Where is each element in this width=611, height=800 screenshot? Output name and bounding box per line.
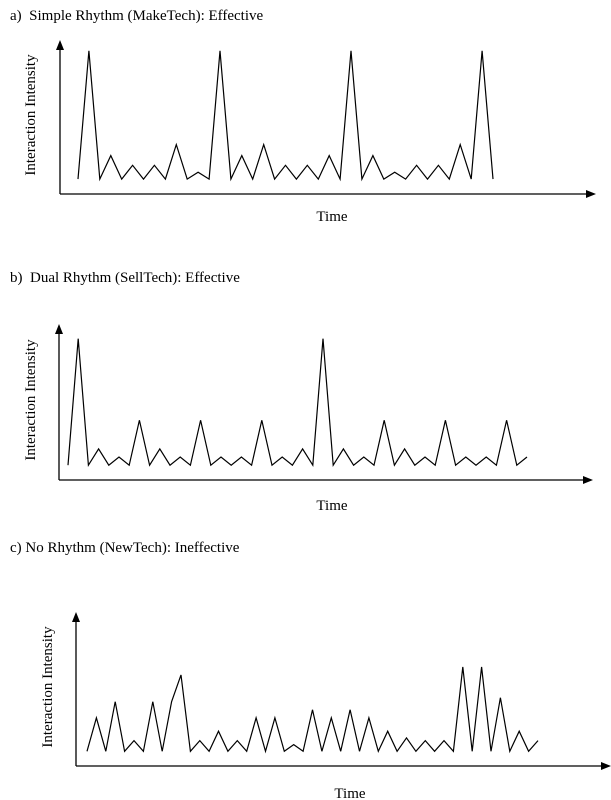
panel-a: a) Simple Rhythm (MakeTech): Effective T… [0, 0, 611, 240]
y-axis-label: Interaction Intensity [23, 54, 39, 176]
chart-b: Time Interaction Intensity [0, 262, 611, 512]
x-axis-arrow [586, 190, 596, 198]
y-axis-label: Interaction Intensity [23, 339, 39, 461]
series-line [78, 51, 493, 179]
panel-c: c) No Rhythm (NewTech): Ineffective Time… [0, 532, 611, 800]
y-axis-arrow [55, 324, 63, 334]
series-line [87, 667, 538, 751]
x-axis-arrow [601, 762, 611, 770]
x-axis-label: Time [334, 786, 365, 800]
chart-a: Time Interaction Intensity [0, 0, 611, 240]
x-axis-label: Time [316, 498, 347, 514]
x-axis-label: Time [316, 209, 347, 225]
y-axis-arrow [56, 40, 64, 50]
y-axis-label: Interaction Intensity [40, 626, 56, 748]
y-axis-arrow [72, 612, 80, 622]
x-axis-arrow [583, 476, 593, 484]
series-line [68, 339, 527, 466]
panel-b: b) Dual Rhythm (SellTech): Effective Tim… [0, 262, 611, 512]
chart-c: Time Interaction Intensity [0, 532, 611, 800]
